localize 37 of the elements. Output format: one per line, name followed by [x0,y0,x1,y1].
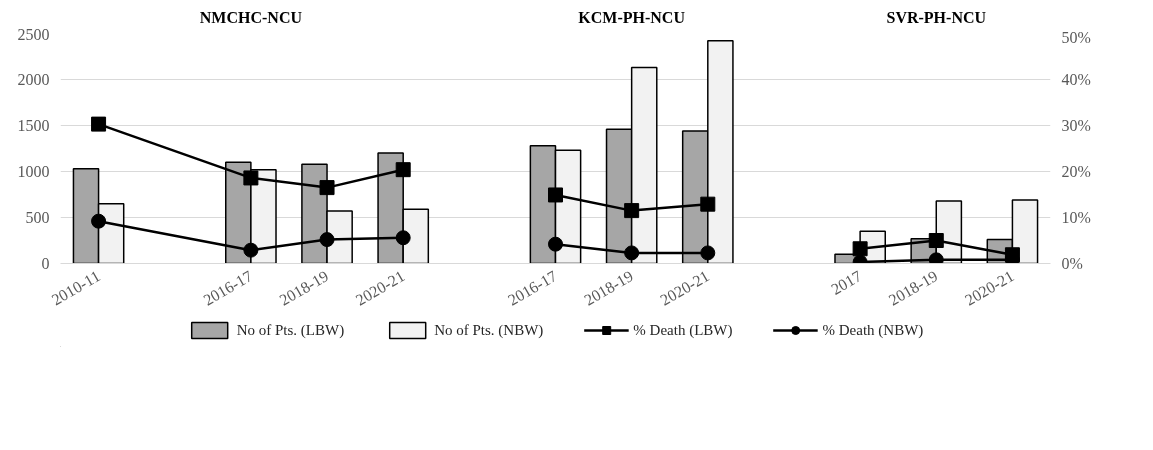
legend-label: No of Pts. (NBW) [434,321,544,339]
text: SVR-PH-NCU [886,8,987,26]
legend-label: % Death (LBW) [633,321,733,339]
y2-tick-label: 10% [1061,209,1091,226]
text: NMCHC-NCU [199,8,303,26]
y2-tick-label: 0% [1061,255,1083,272]
y-tick-label: 2500 [17,25,50,43]
y-tick-label: 2000 [17,71,50,88]
point [548,187,563,203]
point [243,170,259,186]
point [91,116,107,132]
point [700,245,716,261]
y2-tick-label: 40% [1061,71,1091,88]
y-tick-label: 1000 [17,163,50,180]
y-tick-label: 0 [41,255,50,272]
point [395,230,411,246]
point [243,242,259,258]
y2-tick-label: 20% [1061,163,1091,180]
point [624,203,640,219]
point [624,245,640,261]
y2-tick-label: 30% [1061,117,1091,134]
y-tick-label: 500 [25,209,50,226]
y2-tick-label: 50% [1061,28,1091,46]
point [91,213,107,229]
point [928,252,944,264]
point [548,236,563,252]
point [319,180,335,196]
legend-label: % Death (NBW) [822,321,924,339]
legend-label: No of Pts. (LBW) [236,321,345,339]
point [395,162,411,178]
x-tick-label: 2017 [828,267,865,298]
y-tick-label: 1500 [17,117,50,134]
text: KCM-PH-NCU [578,8,686,26]
point [700,196,716,212]
point [852,241,868,257]
point [319,232,335,248]
point [928,233,944,248]
